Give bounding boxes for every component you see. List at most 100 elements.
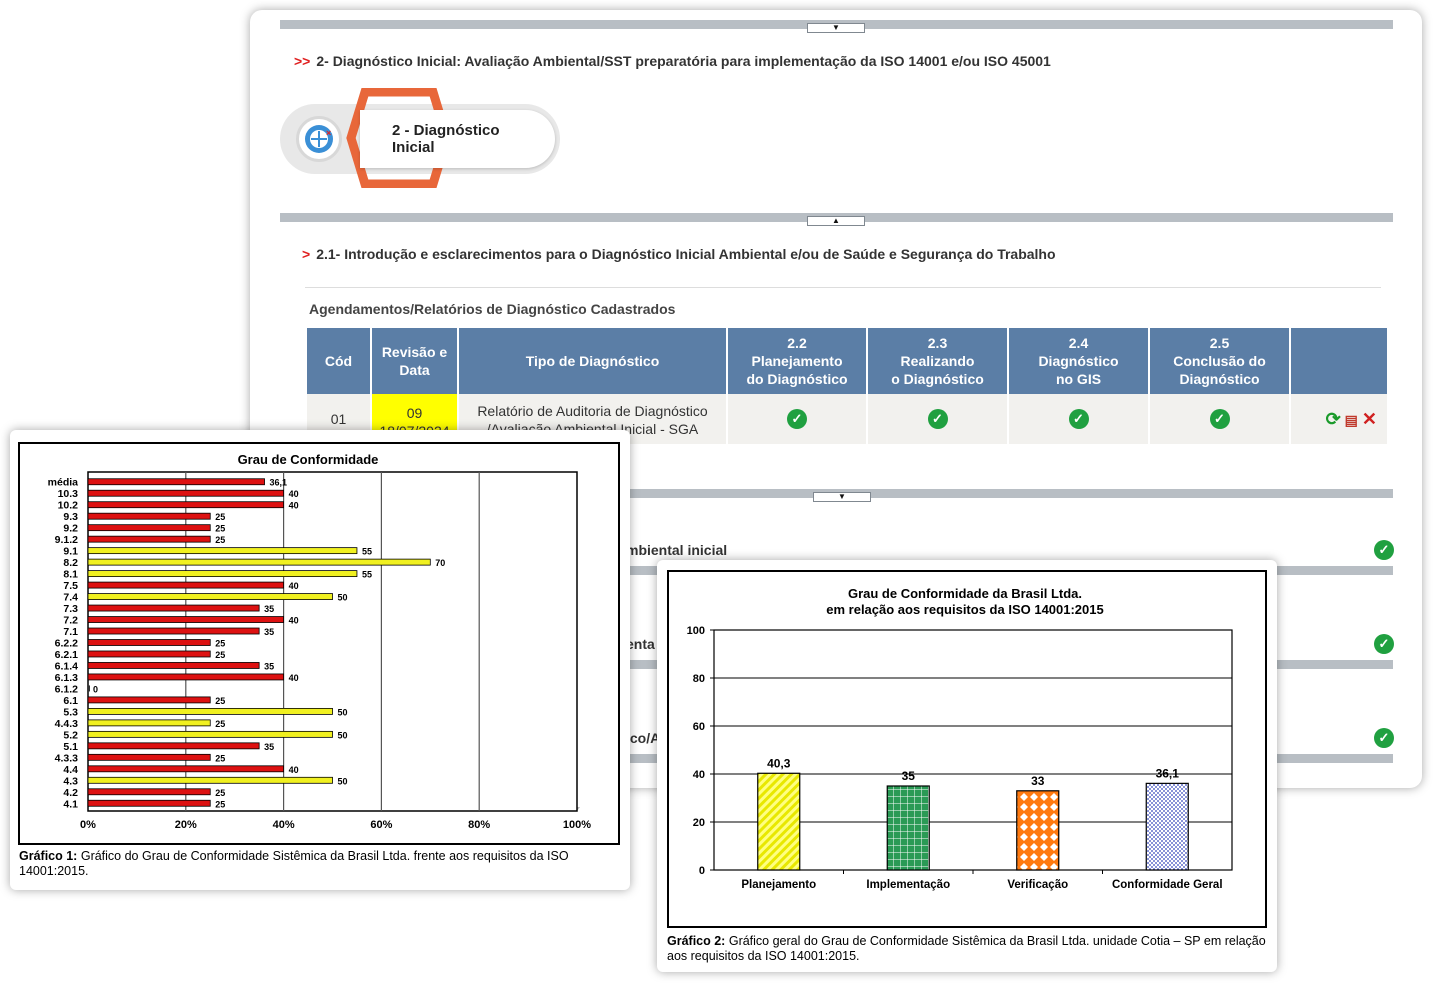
data-label: 25 bbox=[215, 719, 225, 729]
y-category-label: 4.2 bbox=[63, 787, 78, 799]
data-label: 36,1 bbox=[1156, 766, 1180, 780]
y-category-label: 9.3 bbox=[63, 511, 78, 523]
bar bbox=[87, 501, 285, 509]
partial-row-label[interactable]: enta bbox=[626, 636, 655, 652]
data-label: 35 bbox=[264, 661, 274, 671]
y-category-label: 5.3 bbox=[63, 706, 78, 718]
data-label: 35 bbox=[902, 769, 916, 783]
section-arrow-icon: >> bbox=[294, 53, 311, 69]
chart-2-subtitle: em relação aos requisitos da ISO 14001:2… bbox=[826, 602, 1103, 617]
section-2-1-title[interactable]: >2.1- Introdução e esclarecimentos para … bbox=[302, 246, 1056, 262]
y-category-label: 4.4.3 bbox=[55, 718, 79, 730]
cell-gis[interactable]: ✓ bbox=[1009, 394, 1148, 444]
y-category-label: 4.4 bbox=[63, 764, 78, 776]
x-category-label: Planejamento bbox=[741, 879, 816, 891]
y-category-label: 8.1 bbox=[63, 569, 78, 581]
refresh-icon[interactable]: ⟳ bbox=[1325, 408, 1341, 429]
data-label: 55 bbox=[362, 547, 372, 557]
y-category-label: 7.4 bbox=[63, 592, 78, 604]
bar bbox=[87, 719, 211, 727]
cell-conclusao[interactable]: ✓ bbox=[1150, 394, 1289, 444]
data-label: 40 bbox=[289, 501, 299, 511]
data-label: 50 bbox=[338, 730, 348, 740]
y-category-label: média bbox=[48, 477, 79, 489]
data-label: 40 bbox=[289, 581, 299, 591]
y-category-label: 10.3 bbox=[58, 488, 79, 500]
data-label: 40,3 bbox=[767, 756, 791, 770]
x-tick-label: 0% bbox=[80, 819, 96, 831]
x-tick-label: 100% bbox=[563, 819, 591, 831]
bar bbox=[87, 776, 333, 784]
bar bbox=[87, 662, 260, 669]
partial-row-label[interactable]: mbiental inicial bbox=[626, 542, 728, 558]
y-tick-label: 20 bbox=[693, 817, 705, 829]
x-category-label: Verificação bbox=[1007, 879, 1068, 891]
x-tick-label: 80% bbox=[468, 819, 490, 831]
chart-2-title: Grau de Conformidade da Brasil Ltda. bbox=[848, 586, 1082, 601]
data-label: 40 bbox=[289, 489, 299, 499]
data-label: 35 bbox=[264, 627, 274, 637]
data-label: 50 bbox=[338, 776, 348, 786]
bar bbox=[87, 489, 285, 497]
check-icon: ✓ bbox=[927, 409, 948, 429]
collapse-toggle-button[interactable]: ▼ bbox=[813, 492, 871, 502]
bar bbox=[87, 604, 260, 612]
diagnostic-icon: × bbox=[296, 116, 342, 162]
check-icon: ✓ bbox=[1209, 409, 1230, 429]
x-category-label: Conformidade Geral bbox=[1112, 879, 1223, 891]
bar bbox=[87, 593, 333, 600]
table-header-row: Cód Revisão e Data Tipo de Diagnóstico 2.2 Pl… bbox=[307, 328, 1387, 394]
cell-planejamento[interactable]: ✓ bbox=[728, 394, 866, 444]
data-label: 40 bbox=[289, 673, 299, 683]
chart-1-caption: Gráfico 1: Gráfico do Grau de Conformida… bbox=[19, 849, 569, 878]
data-label: 25 bbox=[215, 753, 225, 763]
bar bbox=[87, 673, 285, 681]
data-label: 25 bbox=[215, 535, 225, 545]
y-tick-label: 80 bbox=[693, 673, 705, 685]
chart-2-frame: Grau de Conformidade da Brasil Ltda. em r… bbox=[667, 570, 1267, 928]
bar bbox=[87, 524, 211, 532]
table-header-cell: Cód bbox=[307, 328, 370, 394]
y-category-label: 7.2 bbox=[63, 615, 78, 627]
section-2-title: >> 2- Diagnóstico Inicial: Avaliação Ambi… bbox=[294, 53, 1051, 69]
data-label: 25 bbox=[215, 696, 225, 706]
y-category-label: 9.1.2 bbox=[55, 534, 79, 546]
table-header-cell bbox=[1291, 328, 1387, 394]
bar bbox=[87, 650, 211, 658]
expand-toggle-button[interactable]: ▲ bbox=[807, 216, 865, 226]
bar bbox=[87, 696, 211, 704]
partial-row-label[interactable]: ico/A bbox=[626, 730, 661, 746]
y-category-label: 4.1 bbox=[63, 798, 78, 810]
y-category-label: 6.1.2 bbox=[55, 683, 79, 695]
data-label: 40 bbox=[289, 765, 299, 775]
y-tick-label: 60 bbox=[693, 721, 705, 733]
bar bbox=[87, 799, 211, 807]
chart-2-caption: Gráfico 2: Gráfico geral do Grau de Conf… bbox=[667, 934, 1266, 963]
y-category-label: 7.1 bbox=[63, 626, 78, 638]
bar bbox=[87, 512, 211, 520]
data-label: 35 bbox=[264, 742, 274, 752]
y-category-label: 6.2.1 bbox=[55, 649, 79, 661]
bar bbox=[87, 558, 431, 566]
pdf-icon[interactable]: ▤ bbox=[1344, 411, 1358, 428]
y-tick-label: 100 bbox=[687, 625, 705, 637]
data-label: 25 bbox=[215, 524, 225, 534]
bar bbox=[87, 616, 285, 623]
bar bbox=[1016, 790, 1060, 871]
y-category-label: 4.3 bbox=[63, 775, 78, 787]
cell-realizando[interactable]: ✓ bbox=[868, 394, 1007, 444]
x-tick-label: 40% bbox=[273, 819, 295, 831]
bar bbox=[886, 785, 930, 871]
data-label: 25 bbox=[215, 650, 225, 660]
bar bbox=[88, 685, 90, 692]
bar bbox=[87, 581, 285, 589]
data-label: 50 bbox=[338, 707, 348, 717]
delete-icon[interactable]: ✕ bbox=[1361, 408, 1377, 429]
y-tick-label: 40 bbox=[693, 769, 705, 781]
check-icon: ✓ bbox=[1374, 728, 1394, 748]
diagnostic-step-badge[interactable]: × 2 - Diagnóstico Inicial bbox=[280, 88, 565, 188]
collapse-toggle-button[interactable]: ▼ bbox=[807, 23, 865, 33]
data-label: 36,1 bbox=[270, 478, 288, 488]
chart-1-title: Grau de Conformidade bbox=[238, 452, 379, 467]
y-category-label: 9.2 bbox=[63, 523, 78, 535]
